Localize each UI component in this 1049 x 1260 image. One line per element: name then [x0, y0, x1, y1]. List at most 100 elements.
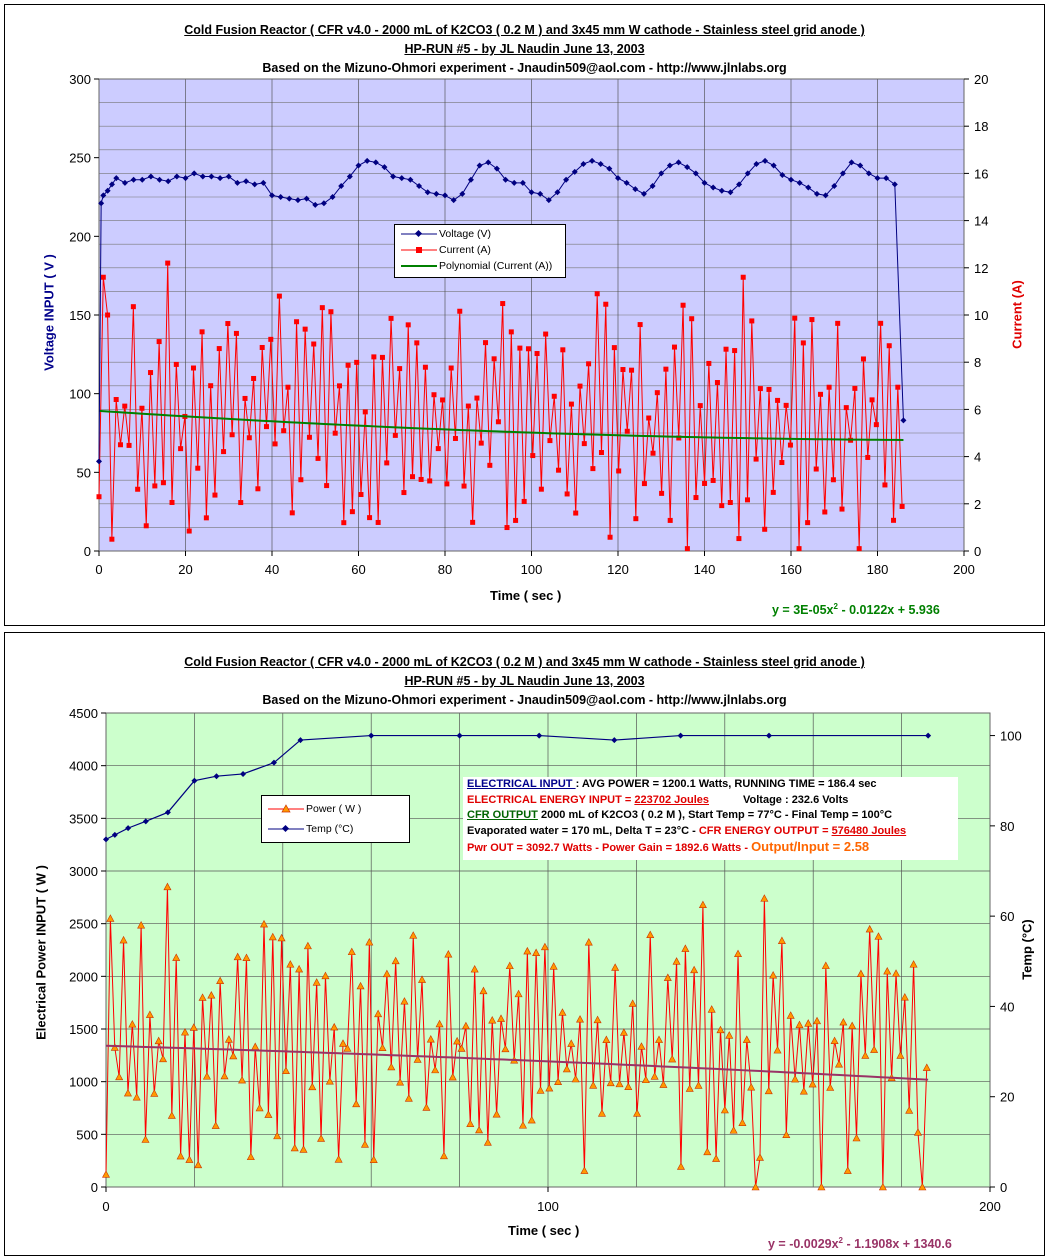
current-point [650, 450, 656, 456]
voltage-point [355, 162, 362, 169]
temp-point [164, 809, 171, 816]
current-point [779, 460, 785, 466]
power-point [277, 933, 286, 942]
power-point [734, 949, 743, 958]
chart-2-y2-tick: 0 [1000, 1180, 1007, 1195]
chart-1-x-tick: 140 [694, 562, 716, 577]
chart-1-y-tick: 50 [77, 465, 91, 480]
current-point [495, 419, 501, 425]
current-point [461, 483, 467, 489]
current-point [221, 449, 227, 455]
power-point [602, 1035, 611, 1043]
temp-point [240, 770, 247, 777]
power-point [360, 1140, 369, 1148]
power-point [378, 1043, 387, 1052]
power-point [856, 969, 865, 977]
current-point [676, 435, 682, 441]
power-point [681, 944, 690, 952]
temp-point [766, 732, 772, 739]
power-point [813, 1016, 822, 1025]
current-point [298, 477, 304, 483]
power-point [382, 969, 391, 978]
current-point [165, 260, 171, 266]
power-point [834, 1060, 843, 1068]
chart-2-y-tick: 500 [76, 1127, 98, 1142]
current-point [152, 483, 158, 489]
power-point [830, 1036, 839, 1045]
voltage-point [649, 182, 656, 189]
voltage-point [762, 157, 769, 164]
current-point [891, 517, 897, 523]
current-point [401, 490, 407, 496]
power-point [224, 1035, 233, 1043]
voltage-point [615, 175, 621, 182]
power-point [418, 975, 427, 983]
power-point [154, 1036, 163, 1045]
current-point [504, 525, 510, 531]
power-point [290, 1143, 299, 1152]
current-point [826, 384, 832, 390]
current-point [697, 403, 703, 409]
current-point [392, 432, 398, 438]
voltage-point [502, 176, 509, 183]
power-point [562, 1064, 571, 1073]
current-point [783, 402, 789, 408]
voltage-point [528, 189, 535, 196]
current-point [641, 481, 647, 487]
chart-1-y2-tick: 0 [974, 544, 981, 559]
voltage-point [459, 190, 466, 197]
trend-line-icon [401, 265, 437, 267]
current-point [607, 534, 613, 540]
current-point [753, 456, 759, 462]
current-point [586, 361, 592, 367]
current-point [714, 380, 720, 386]
voltage-point [519, 179, 526, 186]
current-point [813, 466, 819, 472]
power-point [554, 1077, 563, 1085]
temp-point [125, 825, 132, 832]
current-point [702, 480, 708, 486]
temp-point [270, 759, 277, 766]
current-point [530, 453, 536, 459]
current-point [710, 477, 716, 483]
current-point [723, 346, 729, 352]
voltage-point [701, 179, 708, 186]
voltage-point [658, 170, 665, 177]
chart-1-x-tick: 0 [95, 562, 102, 577]
current-point [796, 546, 802, 552]
power-point [229, 1051, 238, 1060]
current-point [667, 517, 673, 523]
power-point [826, 1083, 835, 1091]
current-point [139, 405, 145, 411]
power-point [527, 1115, 536, 1124]
power-point [804, 1019, 813, 1027]
current-point [624, 428, 630, 434]
chart-2-y-tick: 0 [91, 1180, 98, 1195]
power-point [769, 971, 778, 979]
chart-2-x-tick: 200 [979, 1199, 1001, 1214]
chart-2-trend-equation: y = -0.0029x2 - 1.1908x + 1340.6 [768, 1236, 952, 1252]
voltage-point [589, 157, 596, 164]
chart-2-x-tick: 100 [537, 1199, 559, 1214]
power-point [782, 1130, 791, 1139]
chart-1-x-tick: 80 [438, 562, 452, 577]
voltage-point [632, 186, 639, 193]
voltage-point [883, 175, 890, 182]
voltage-point [346, 173, 353, 180]
power-point [400, 997, 409, 1005]
current-point [371, 354, 377, 360]
current-point [384, 460, 390, 466]
current-point [156, 339, 162, 345]
voltage-point [684, 164, 691, 171]
current-point [225, 321, 231, 327]
current-point [354, 359, 360, 365]
current-point [581, 441, 587, 447]
power-point [725, 1031, 734, 1039]
voltage-point [294, 197, 301, 204]
current-point [564, 491, 570, 497]
temp-point [925, 732, 932, 739]
current-point [173, 361, 179, 367]
current-point [568, 401, 574, 407]
power-point [303, 941, 312, 950]
power-point [861, 1051, 870, 1059]
